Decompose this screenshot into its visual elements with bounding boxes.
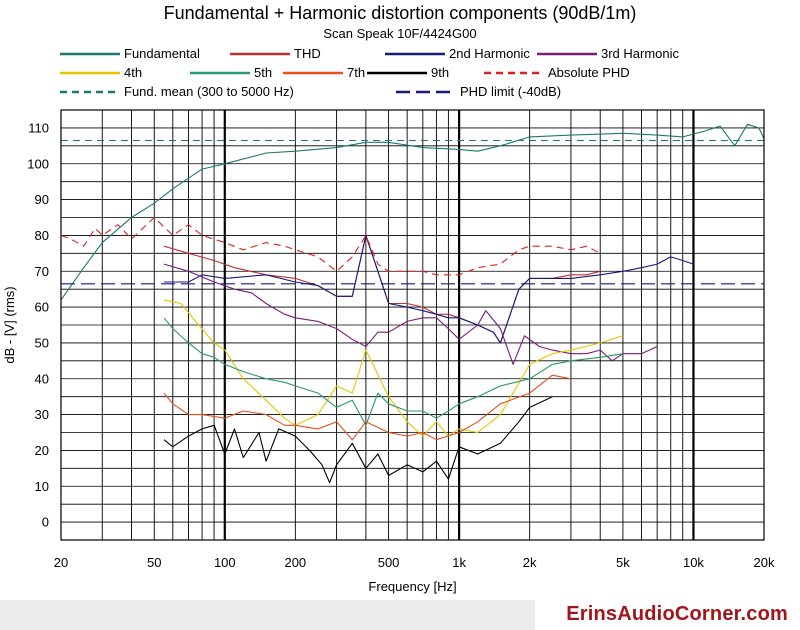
plot-frame	[60, 109, 765, 541]
y-tick-label: 20	[35, 443, 49, 458]
series-line-0	[60, 123, 765, 301]
x-tick-label: 500	[378, 555, 400, 570]
series-layer	[60, 123, 765, 484]
brand-link[interactable]: ErinsAudioCorner.com	[566, 603, 788, 625]
x-tick-label: 20k	[754, 555, 775, 570]
chart-subtitle: Scan Speak 10F/4424G00	[323, 26, 476, 41]
series-line-5	[163, 317, 623, 426]
x-tick-label: 20	[54, 555, 68, 570]
x-tick-label: 200	[284, 555, 306, 570]
series-line-7	[163, 396, 553, 484]
x-tick-label: 1k	[452, 555, 466, 570]
series-line-3	[163, 263, 658, 365]
y-tick-label: 10	[35, 479, 49, 494]
x-tick-label: 5k	[616, 555, 630, 570]
y-tick-label: 100	[27, 156, 49, 171]
y-tick-label: 80	[35, 228, 49, 243]
series-line-2	[164, 234, 694, 344]
legend: Fundamental THD 2nd Harmonic 3rd Harmonic 4t…	[60, 46, 680, 99]
x-tick-label: 2k	[523, 555, 537, 570]
y-tick-label: 90	[35, 192, 49, 207]
distortion-chart: Fundamental + Harmonic distortion compon…	[2, 3, 775, 594]
legend-label: 4th	[124, 65, 142, 80]
x-tick-label: 100	[214, 555, 236, 570]
y-tick-label: 30	[35, 407, 49, 422]
y-tick-label: 40	[35, 371, 49, 386]
legend-label: Fundamental	[124, 46, 200, 61]
y-tick-label: 70	[35, 264, 49, 279]
series-line-4	[163, 299, 624, 437]
legend-label: Fund. mean (300 to 5000 Hz)	[124, 84, 294, 99]
grid	[60, 110, 765, 540]
series-line-6	[163, 374, 572, 441]
tick-labels: 20 50 100 200 500 1k 2k 5k 10k 20k 0 10 20 30 40 50 60 70…	[27, 120, 775, 570]
series-line-8	[60, 216, 601, 276]
x-axis-label: Frequency [Hz]	[368, 579, 456, 594]
legend-label: 2nd Harmonic	[449, 46, 530, 61]
chart-title: Fundamental + Harmonic distortion compon…	[164, 3, 637, 23]
legend-label: PHD limit (-40dB)	[460, 84, 561, 99]
y-axis-label: dB - [V] (rms)	[2, 286, 17, 363]
legend-label: 7th	[347, 65, 365, 80]
y-tick-label: 60	[35, 300, 49, 315]
y-tick-label: 50	[35, 335, 49, 350]
x-tick-label: 10k	[683, 555, 704, 570]
footer-brand-box: ErinsAudioCorner.com	[535, 600, 800, 630]
legend-label: THD	[294, 46, 321, 61]
x-tick-label: 50	[147, 555, 161, 570]
footer-bar: ErinsAudioCorner.com	[0, 600, 800, 630]
y-tick-label: 110	[28, 120, 49, 135]
legend-label: 5th	[254, 65, 272, 80]
y-tick-label: 0	[42, 515, 49, 530]
legend-label: 3rd Harmonic	[601, 46, 680, 61]
legend-label: Absolute PHD	[548, 65, 630, 80]
legend-label: 9th	[431, 65, 449, 80]
